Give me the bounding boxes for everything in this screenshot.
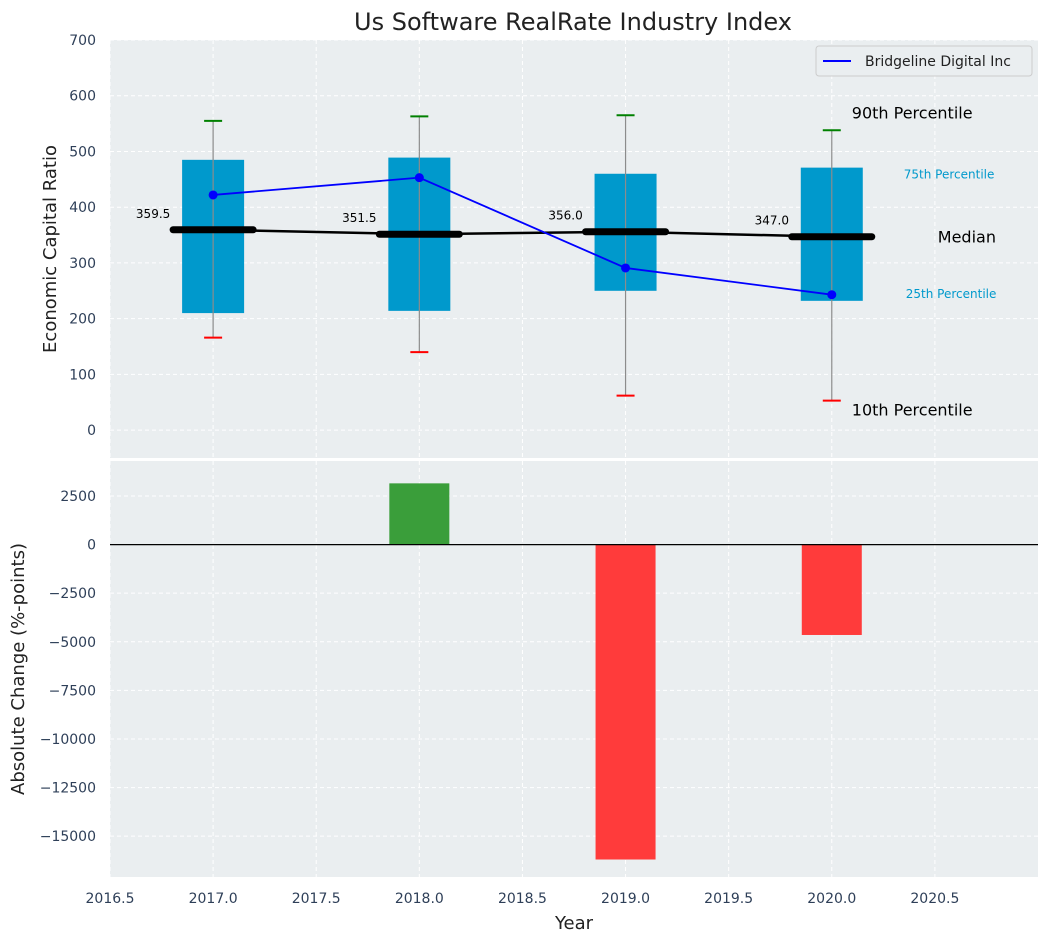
- median-trend-line: [213, 228, 832, 238]
- bottom-y-axis-label: Absolute Change (%-points): [8, 543, 29, 795]
- series-point: [827, 290, 837, 300]
- x-tick-label: 2018.0: [395, 891, 444, 907]
- series-point: [414, 173, 424, 183]
- series-line: [213, 176, 832, 296]
- top-panel-background: [110, 40, 1038, 458]
- bottom-y-tick-label: −2500: [49, 586, 96, 602]
- bottom-y-tick-label: −5000: [49, 635, 96, 651]
- change-bar: [595, 544, 656, 860]
- x-axis-label: Year: [554, 913, 594, 934]
- bottom-y-tick-label: −15000: [40, 829, 96, 845]
- top-y-tick-label: 100: [69, 367, 96, 383]
- change-bar: [389, 483, 450, 545]
- bottom-y-tick-label: 0: [87, 538, 96, 554]
- series-point: [208, 190, 218, 200]
- x-tick-label: 2018.5: [498, 891, 547, 907]
- bottom-y-tick-labels: 2500 0 −2500 −5000 −7500 −10000 −12500 −15000: [40, 489, 96, 845]
- x-tick-label: 2020.0: [807, 891, 856, 907]
- median-value-label: 356.0: [548, 209, 582, 223]
- top-y-tick-labels: 0 100 200 300 400 500 600 700: [69, 33, 96, 439]
- change-bar: [801, 544, 862, 635]
- median-value-label: 351.5: [342, 211, 376, 225]
- top-panel-grid: [109, 39, 1038, 458]
- p25-annotation: 25th Percentile: [906, 287, 997, 301]
- bottom-y-tick-label: 2500: [60, 489, 96, 505]
- company-series: [208, 173, 837, 300]
- p75-annotation: 75th Percentile: [904, 168, 995, 182]
- top-y-tick-label: 700: [69, 33, 96, 49]
- top-y-tick-label: 500: [69, 144, 96, 160]
- median-value-label: 347.0: [755, 214, 789, 228]
- p90-annotation: 90th Percentile: [852, 103, 973, 122]
- percentile-annotations: 90th Percentile 75th Percentile Median 25th…: [852, 103, 997, 419]
- legend-label: Bridgeline Digital Inc: [865, 54, 1011, 70]
- x-tick-label: 2020.5: [910, 891, 959, 907]
- top-y-tick-label: 0: [87, 423, 96, 439]
- bottom-y-tick-label: −10000: [40, 732, 96, 748]
- x-tick-labels: 2016.5 2017.0 2017.5 2018.0 2018.5 2019.0 2019…: [86, 891, 960, 907]
- p10-annotation: 10th Percentile: [852, 401, 973, 420]
- top-y-tick-label: 400: [69, 200, 96, 216]
- x-tick-label: 2019.0: [601, 891, 650, 907]
- median-value-label: 359.5: [136, 207, 170, 221]
- box-plot-group: 359.5 351.5 356.0 347.0: [136, 114, 876, 402]
- bottom-y-tick-label: −12500: [40, 781, 96, 797]
- chart-title: Us Software RealRate Industry Index: [354, 8, 792, 36]
- top-y-tick-label: 300: [69, 256, 96, 272]
- bottom-panel-background: [110, 461, 1038, 877]
- top-y-axis-label: Economic Capital Ratio: [40, 145, 61, 353]
- top-y-tick-label: 600: [69, 89, 96, 105]
- x-tick-label: 2017.0: [189, 891, 238, 907]
- series-point: [621, 263, 631, 273]
- legend-box: [815, 45, 1033, 77]
- bottom-y-tick-label: −7500: [49, 683, 96, 699]
- change-bars: [389, 483, 862, 860]
- x-tick-label: 2017.5: [292, 891, 341, 907]
- top-y-tick-label: 200: [69, 312, 96, 328]
- legend: Bridgeline Digital Inc: [815, 45, 1033, 77]
- x-tick-label: 2019.5: [704, 891, 753, 907]
- median-annotation: Median: [938, 228, 996, 247]
- x-tick-label: 2016.5: [86, 891, 135, 907]
